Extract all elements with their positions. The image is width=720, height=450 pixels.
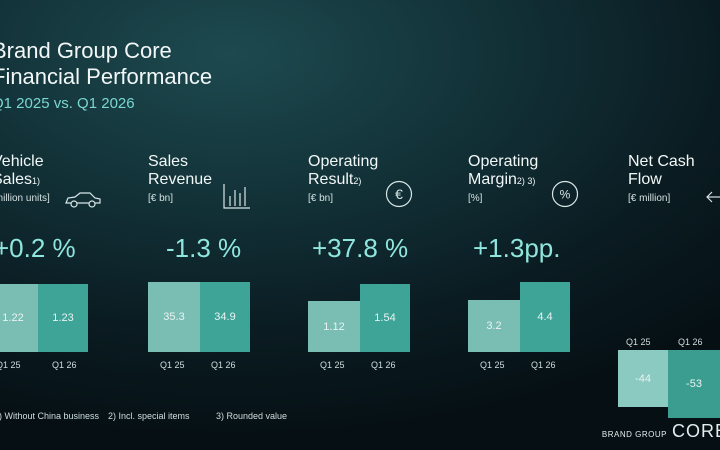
metric-change: -1.3 %	[166, 233, 242, 263]
euro-icon: €	[385, 180, 413, 213]
x-label-q1-26: Q1 26	[531, 360, 556, 370]
x-label-q1-26: Q1 26	[371, 360, 396, 370]
x-label-q1-26: Q1 26	[52, 360, 77, 370]
metric-unit: [€ million]	[628, 193, 671, 204]
footnote-1: 1) Without China business	[0, 411, 100, 421]
bar-q1-26: 1.23	[38, 284, 88, 352]
metric-net-cash-flow: Net Cash Flow [€ million]	[628, 153, 695, 204]
metric-vehicle-sales: Vehicle Sales1) [million units]	[0, 153, 50, 204]
arrow-left-icon	[704, 189, 720, 212]
x-label-q1-25: Q1 25	[626, 337, 651, 347]
metric-unit: [€ bn]	[148, 193, 174, 204]
metric-label-line1: Operating	[308, 153, 379, 170]
metric-change: +0.2 %	[0, 233, 76, 263]
svg-text:%: %	[560, 188, 571, 202]
metric-sales-revenue: Sales Revenue [€ bn]	[148, 153, 212, 204]
footnote-mark: 2) 3)	[516, 176, 536, 186]
car-icon	[64, 190, 102, 215]
metric-operating-result: Operating Result2) [€ bn]	[308, 153, 378, 204]
metric-operating-margin: Operating Margin2) 3) [%]	[468, 153, 538, 204]
bar-q1-25: -44	[618, 350, 668, 407]
metric-label-line1: Net Cash	[628, 153, 695, 170]
percent-icon: %	[551, 180, 579, 213]
metric-label-line2: Sales1)	[0, 171, 41, 188]
bar-q1-25: 1.22	[0, 284, 38, 352]
brand-small-text: BRAND GROUP	[601, 430, 667, 439]
x-label-q1-25: Q1 25	[160, 360, 185, 370]
x-label-q1-25: Q1 25	[320, 360, 345, 370]
metric-unit: [€ bn]	[308, 193, 334, 204]
footnote-3: 3) Rounded value	[216, 411, 288, 421]
bar-q1-25: 35.3	[148, 282, 200, 352]
page-title-line1: Brand Group Core	[0, 38, 172, 63]
bar-q1-26: -53	[668, 350, 720, 418]
metric-unit: [%]	[468, 193, 483, 204]
metric-label-line2: Margin2) 3)	[468, 171, 536, 188]
x-label-q1-26: Q1 26	[678, 337, 703, 347]
bar-chart-icon	[222, 182, 252, 215]
metric-label-line2: Result2)	[308, 171, 362, 188]
x-label-q1-25: Q1 25	[480, 360, 505, 370]
brand-logo: BRAND GROUP CORE	[602, 421, 720, 442]
bar-q1-26: 34.9	[200, 282, 250, 352]
metric-change: +37.8 %	[312, 233, 409, 263]
bar-q1-26: 1.54	[360, 284, 410, 352]
metric-label-line1: Operating	[468, 153, 539, 170]
metric-label-line2: Revenue	[148, 171, 213, 188]
metric-label-line1: Vehicle	[0, 153, 44, 170]
bar-q1-25: 3.2	[468, 300, 520, 352]
slide-header: Brand Group Core Financial Performance Q…	[0, 38, 212, 114]
svg-text:€: €	[395, 186, 403, 202]
metric-unit: [million units]	[0, 193, 50, 204]
x-label-q1-25: Q1 25	[0, 360, 21, 370]
metric-label-line1: Sales	[148, 153, 189, 170]
bar-q1-26: 4.4	[520, 282, 570, 352]
brand-large-text: CORE	[671, 421, 720, 441]
metric-change: +1.3pp.	[473, 233, 561, 263]
footnote-mark: 1)	[32, 176, 41, 186]
page-subtitle: Q1 2025 vs. Q1 2026	[0, 95, 135, 112]
page-title-line2: Financial Performance	[0, 64, 213, 89]
footnote-mark: 2)	[353, 176, 362, 186]
metric-label-line2: Flow	[628, 171, 662, 188]
bar-q1-25: 1.12	[308, 301, 360, 352]
footnote-2: 2) Incl. special items	[108, 411, 190, 421]
x-label-q1-26: Q1 26	[211, 360, 236, 370]
